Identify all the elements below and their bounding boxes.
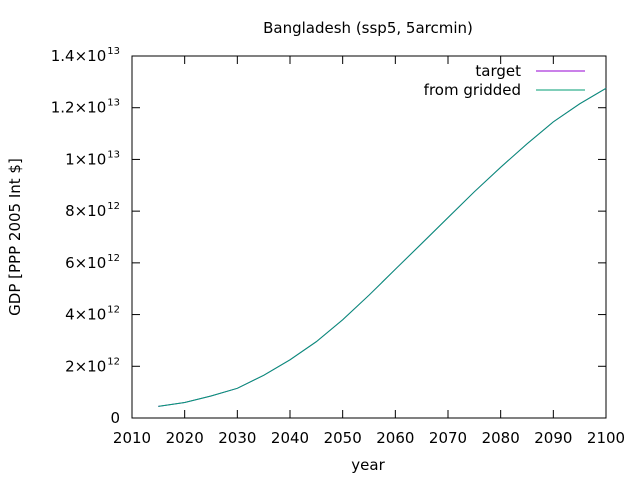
x-tick-label: 2030 [218,429,256,447]
y-tick-label: 1×1013 [65,149,120,168]
x-tick-label: 2090 [534,429,572,447]
x-tick-label: 2070 [429,429,467,447]
y-tick-label: 1.4×1013 [51,46,120,65]
y-tick-label: 6×1012 [65,253,120,272]
x-tick-label: 2080 [482,429,520,447]
x-tick-label: 2050 [324,429,362,447]
x-axis: 2010 2020 2030 2040 2050 2060 2070 2080 2090 2100 [113,56,625,447]
y-tick-label: 8×1012 [65,201,120,220]
legend-label: from gridded [424,81,521,99]
x-tick-label: 2100 [587,429,625,447]
x-tick-label: 2040 [271,429,309,447]
y-tick-label: 2×1012 [65,356,120,375]
x-tick-label: 2060 [376,429,414,447]
series-line-from-gridded [158,87,607,407]
series-layer [158,87,607,407]
y-tick-label: 0 [110,409,120,427]
y-tick-label: 1.2×1013 [51,98,120,117]
x-axis-label: year [351,456,385,474]
y-tick-label: 4×1012 [65,305,120,324]
legend-label: target [475,62,521,80]
x-tick-label: 2020 [166,429,204,447]
plot-border [131,55,607,419]
chart-title: Bangladesh (ssp5, 5arcmin) [263,19,473,37]
y-axis-label: GDP [PPP 2005 Int $] [6,158,24,316]
y-axis: 0 2×1012 4×1012 6×1012 8×1012 1×1013 1.2×1013 1… [51,46,606,427]
x-tick-label: 2010 [113,429,151,447]
series-line-target [158,87,607,407]
